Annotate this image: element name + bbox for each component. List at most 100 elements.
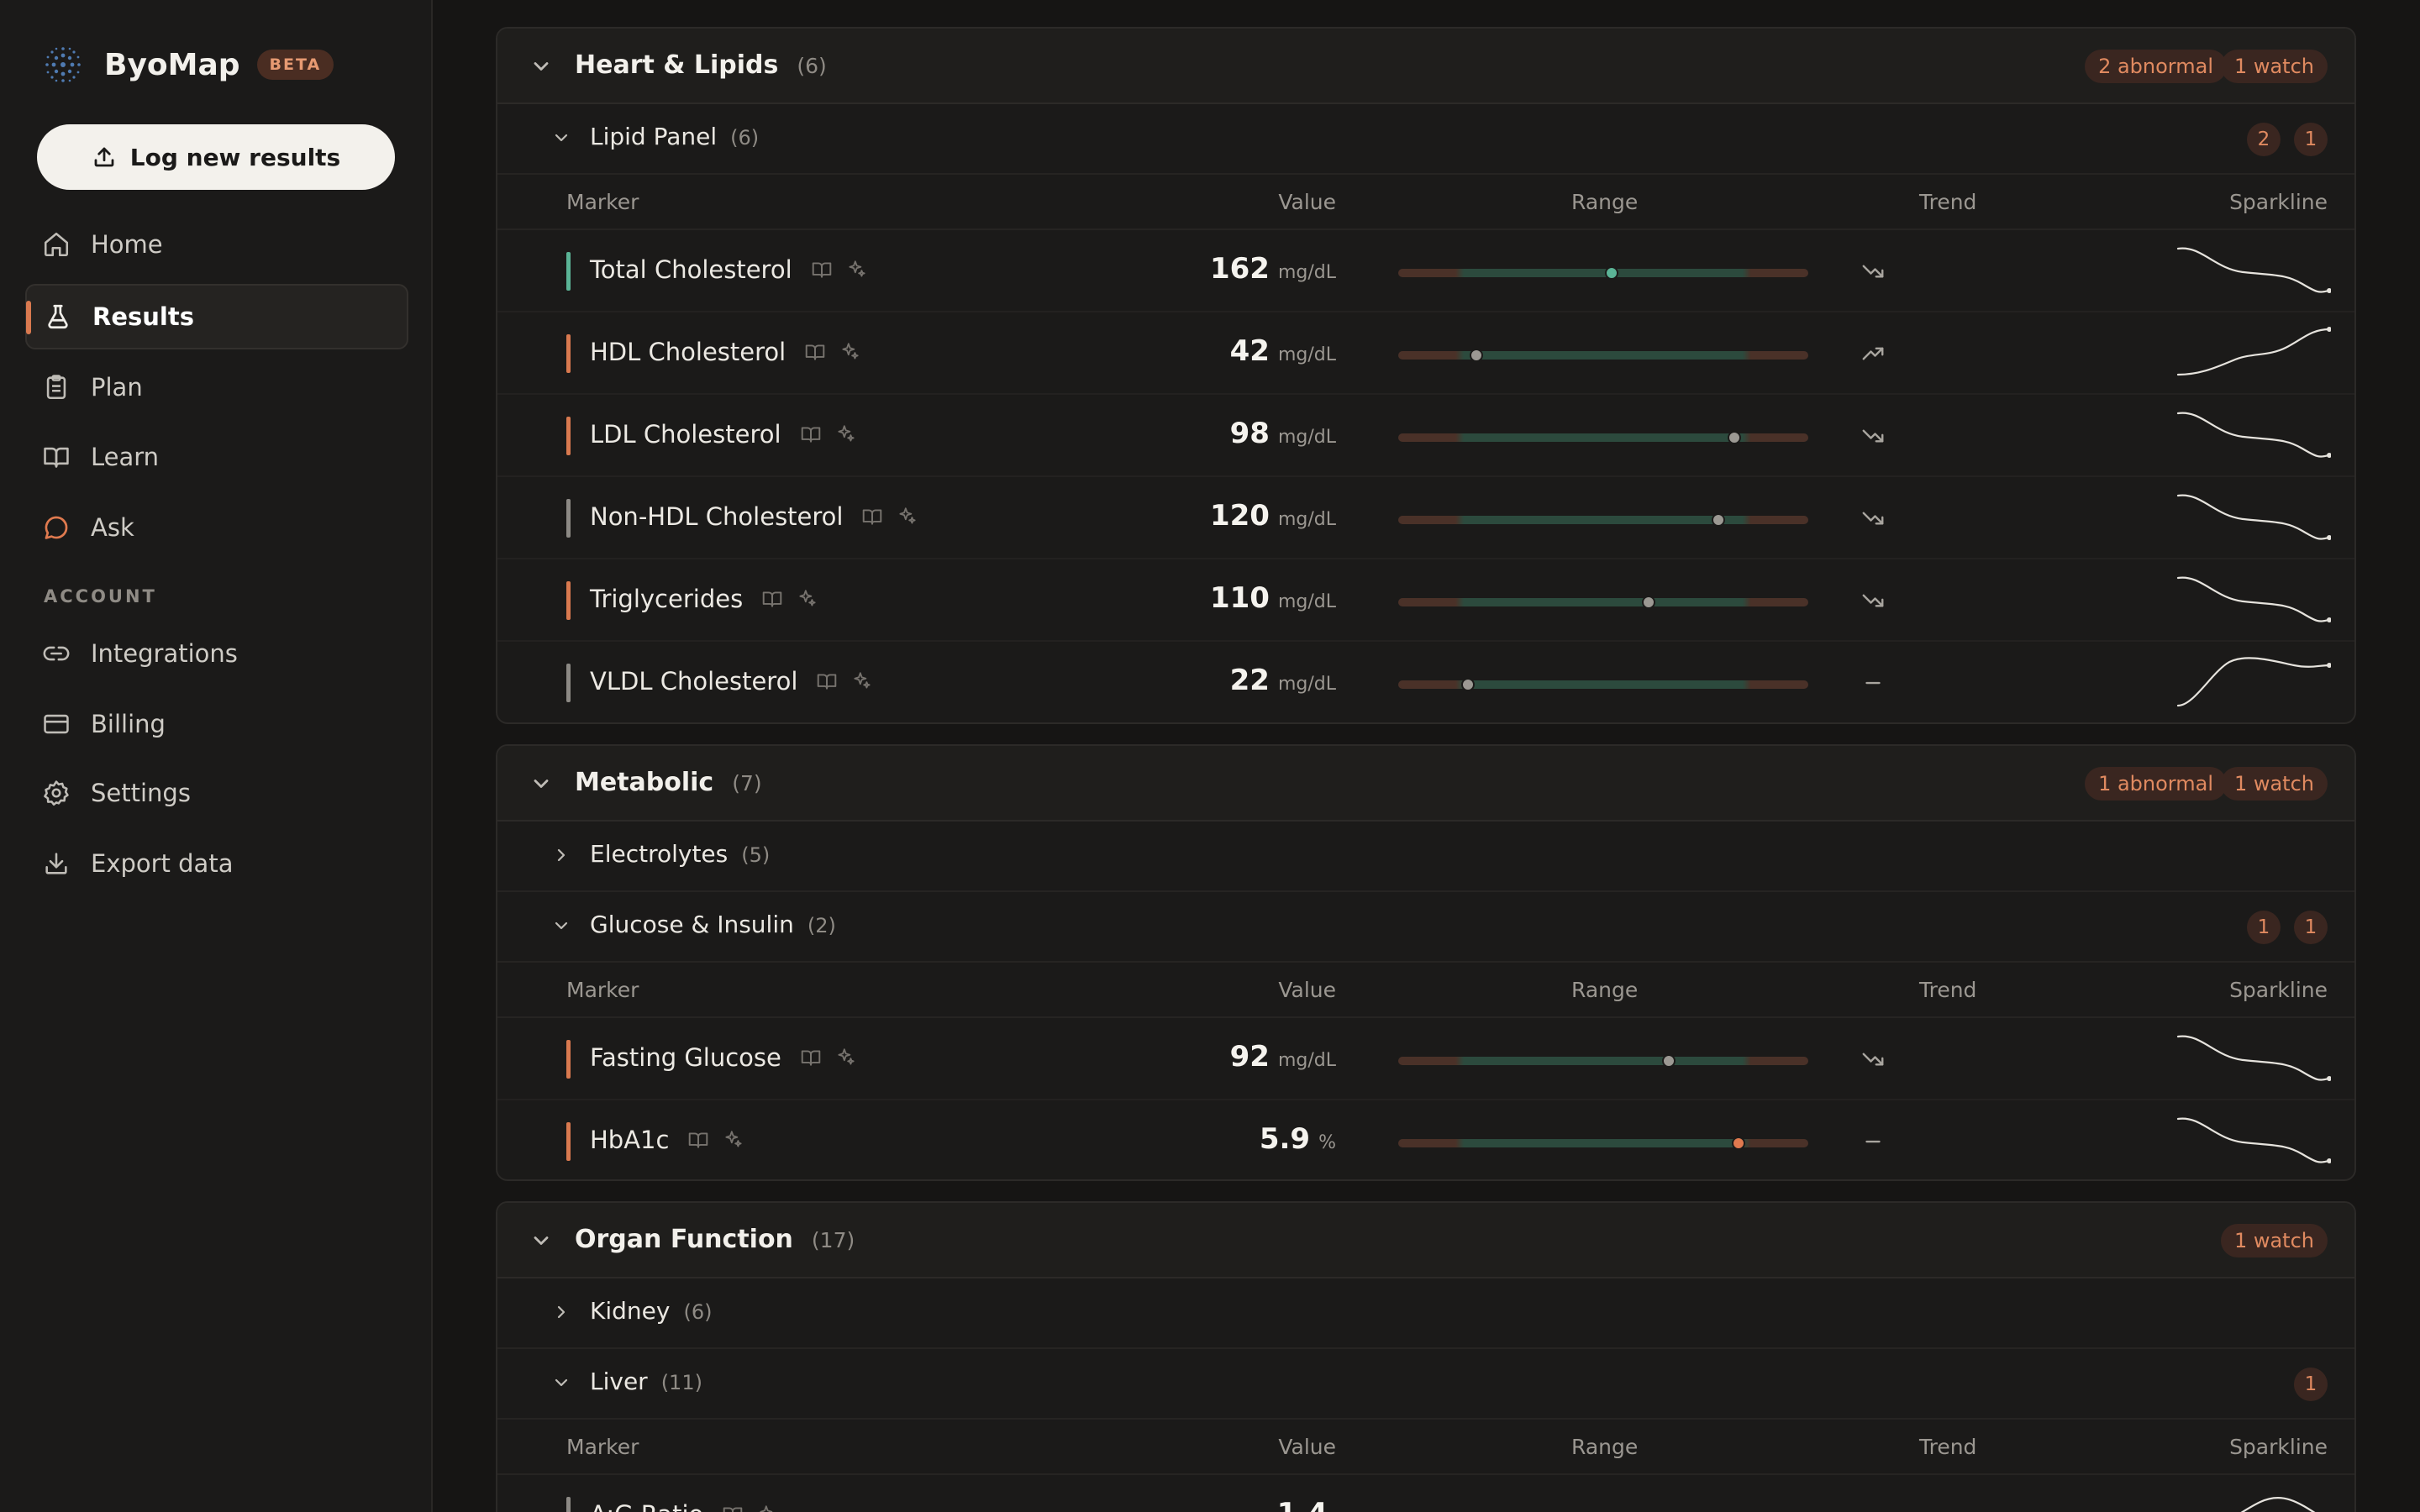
panel-title-text: Electrolytes <box>590 840 729 868</box>
value-number: 42 <box>1229 334 1270 368</box>
marker-value: 1.4 <box>1277 1497 1336 1512</box>
col-sparkline: Sparkline <box>2229 978 2328 1002</box>
ai-sparkle-icon[interactable] <box>839 341 861 363</box>
learn-book-icon[interactable] <box>811 259 833 281</box>
status-indicator <box>566 499 571 538</box>
group-header[interactable]: Organ Function (17) 1 watch <box>497 1203 2354 1278</box>
marker-row[interactable]: HbA1c 5.9 % <box>497 1100 2354 1179</box>
marker-row[interactable]: HDL Cholesterol 42 mg/dL <box>497 312 2354 395</box>
learn-book-icon[interactable] <box>816 670 838 692</box>
marker-row[interactable]: A:G Ratio 1.4 <box>497 1475 2354 1512</box>
ai-sparkle-icon[interactable] <box>797 588 818 610</box>
learn-book-icon[interactable] <box>804 341 826 363</box>
marker-value: 92 mg/dL <box>1230 1040 1336 1074</box>
marker-name-text: HbA1c <box>590 1126 670 1154</box>
range-marker-dot <box>1732 1137 1746 1150</box>
chevron-down-icon[interactable] <box>529 1229 553 1252</box>
gear-icon <box>44 780 69 806</box>
group-count: (6) <box>797 54 827 78</box>
marker-row[interactable]: LDL Cholesterol 98 mg/dL <box>497 395 2354 477</box>
learn-book-icon[interactable] <box>861 506 883 528</box>
learn-book-icon[interactable] <box>722 1504 744 1512</box>
marker-name: Total Cholesterol <box>590 255 868 284</box>
marker-row[interactable]: Fasting Glucose 92 mg/dL <box>497 1018 2354 1100</box>
nav-integrations[interactable]: Integrations <box>25 621 408 686</box>
ai-sparkle-icon[interactable] <box>897 506 918 528</box>
chevron-down-icon[interactable] <box>529 772 553 795</box>
marker-row[interactable]: Total Cholesterol 162 mg/dL <box>497 230 2354 312</box>
ai-sparkle-icon[interactable] <box>723 1129 744 1151</box>
chevron-right-icon[interactable] <box>551 1302 571 1322</box>
status-indicator <box>566 1040 571 1079</box>
nav-ask[interactable]: Ask <box>25 495 408 560</box>
sparkline <box>2176 1035 2331 1081</box>
ai-sparkle-icon[interactable] <box>757 1504 779 1512</box>
chevron-down-icon[interactable] <box>551 128 571 148</box>
learn-book-icon[interactable] <box>687 1129 709 1151</box>
value-number: 5.9 <box>1259 1122 1311 1156</box>
ai-sparkle-icon[interactable] <box>851 670 873 692</box>
group-header[interactable]: Metabolic (7) 1 abnormal 1 watch <box>497 746 2354 822</box>
range-bar <box>1398 678 1808 691</box>
chevron-right-icon[interactable] <box>551 845 571 865</box>
range-track <box>1398 598 1808 606</box>
marker-row[interactable]: Non-HDL Cholesterol 120 mg/dL <box>497 477 2354 559</box>
learn-book-icon[interactable] <box>761 588 783 610</box>
value-number: 120 <box>1209 499 1270 533</box>
download-icon <box>45 853 67 874</box>
panel-header-lipid[interactable]: Lipid Panel (6) 2 1 <box>497 104 2354 175</box>
nav-home[interactable]: Home <box>25 212 408 277</box>
nav-billing-label: Billing <box>91 710 166 738</box>
panel-title: Glucose & Insulin (2) <box>590 911 836 938</box>
group-header[interactable]: Heart & Lipids (6) 2 abnormal 1 watch <box>497 29 2354 104</box>
upload-icon <box>94 147 114 167</box>
abnormal-badge: 2 abnormal <box>2085 50 2227 83</box>
value-number: 22 <box>1229 664 1270 697</box>
watch-badge: 1 watch <box>2220 1224 2328 1257</box>
brand[interactable]: ByoMap BETA <box>44 44 334 86</box>
sparkline <box>2176 576 2331 622</box>
ai-sparkle-icon[interactable] <box>835 423 857 445</box>
panel-header-glucose-insulin[interactable]: Glucose & Insulin (2) 1 1 <box>497 892 2354 963</box>
value-unit: mg/dL <box>1277 262 1336 283</box>
nav-results[interactable]: Results <box>25 284 408 349</box>
panel-header-kidney[interactable]: Kidney (6) <box>497 1278 2354 1349</box>
panel-title-text: Glucose & Insulin <box>590 911 794 938</box>
value-unit: mg/dL <box>1277 591 1336 612</box>
learn-book-icon[interactable] <box>800 423 822 445</box>
group-title-text: Metabolic <box>575 768 714 797</box>
nav-settings-label: Settings <box>91 779 191 807</box>
nav-billing[interactable]: Billing <box>25 691 408 757</box>
nav-export-data[interactable]: Export data <box>25 831 408 896</box>
col-sparkline: Sparkline <box>2229 1435 2328 1459</box>
range-track <box>1398 351 1808 360</box>
nav-learn[interactable]: Learn <box>25 424 408 490</box>
ai-sparkle-icon[interactable] <box>835 1047 857 1068</box>
sparkline <box>2176 412 2331 458</box>
marker-value: 5.9 % <box>1260 1122 1336 1156</box>
col-range: Range <box>1571 1435 1639 1459</box>
chevron-down-icon[interactable] <box>551 1373 571 1393</box>
marker-name: VLDL Cholesterol <box>590 667 873 696</box>
marker-name: Fasting Glucose <box>590 1043 857 1072</box>
panel-header-liver[interactable]: Liver (11) 1 <box>497 1349 2354 1420</box>
home-icon <box>44 232 69 257</box>
sidebar: ByoMap BETA Log new results Home Results… <box>0 0 433 1512</box>
learn-book-icon[interactable] <box>800 1047 822 1068</box>
group-title-text: Organ Function <box>575 1225 793 1254</box>
log-new-results-button[interactable]: Log new results <box>37 124 395 190</box>
nav-plan[interactable]: Plan <box>25 354 408 420</box>
panel-header-electrolytes[interactable]: Electrolytes (5) <box>497 822 2354 892</box>
col-trend: Trend <box>1919 1435 1977 1459</box>
chevron-down-icon[interactable] <box>529 55 553 78</box>
value-unit: mg/dL <box>1277 509 1336 530</box>
value-number: 92 <box>1229 1040 1270 1074</box>
marker-row[interactable]: VLDL Cholesterol 22 mg/dL <box>497 642 2354 722</box>
ai-sparkle-icon[interactable] <box>846 259 868 281</box>
marker-row[interactable]: Triglycerides 110 mg/dL <box>497 559 2354 642</box>
range-bar <box>1398 513 1808 527</box>
chevron-down-icon[interactable] <box>551 916 571 936</box>
nav-settings[interactable]: Settings <box>25 760 408 826</box>
col-range: Range <box>1571 190 1639 214</box>
panel-title: Lipid Panel (6) <box>590 123 759 150</box>
